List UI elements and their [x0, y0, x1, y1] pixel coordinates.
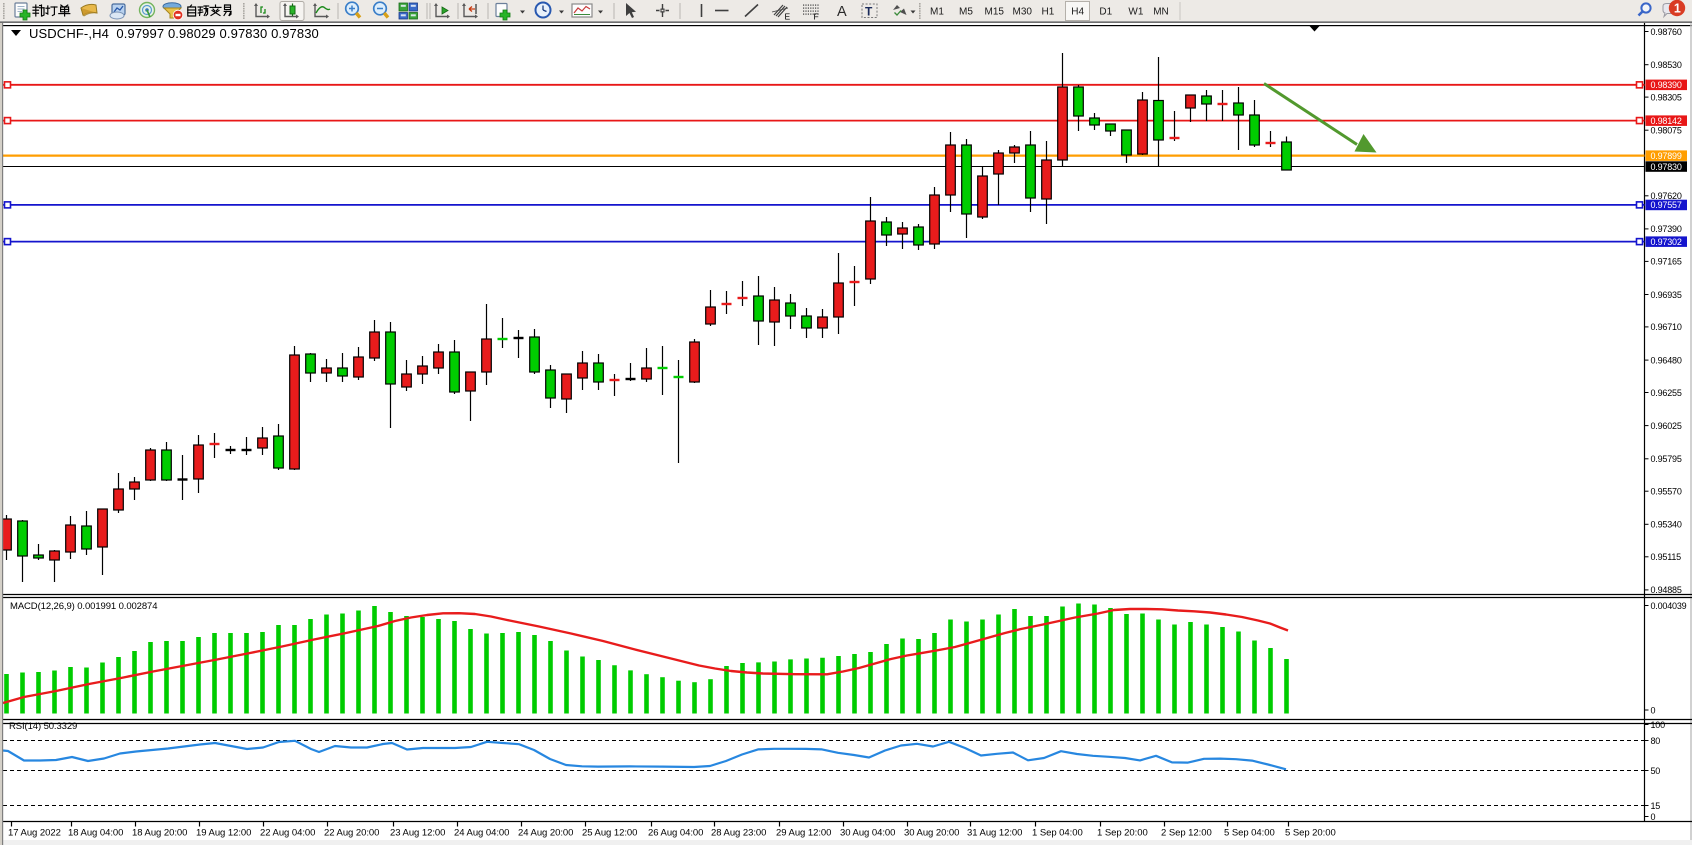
svg-text:M30: M30 [1013, 7, 1033, 18]
svg-text:0.96935: 0.96935 [1651, 290, 1682, 300]
svg-text:19 Aug 12:00: 19 Aug 12:00 [196, 827, 251, 838]
svg-text:5 Sep 20:00: 5 Sep 20:00 [1285, 827, 1336, 838]
svg-text:W1: W1 [1128, 7, 1143, 18]
svg-text:0.98075: 0.98075 [1651, 126, 1682, 136]
svg-text:0.97302: 0.97302 [1651, 237, 1682, 247]
svg-text:M5: M5 [959, 7, 973, 18]
svg-text:0: 0 [1651, 705, 1656, 715]
svg-text:30 Aug 04:00: 30 Aug 04:00 [840, 827, 895, 838]
svg-text:M1: M1 [930, 7, 944, 18]
svg-text:1 Sep 20:00: 1 Sep 20:00 [1097, 827, 1148, 838]
svg-text:1: 1 [1674, 2, 1681, 16]
svg-text:0.98142: 0.98142 [1651, 116, 1682, 126]
svg-text:0.97165: 0.97165 [1651, 257, 1682, 267]
svg-text:USDCHF-,H4 0.97997 0.98029 0.: USDCHF-,H4 0.97997 0.98029 0.97830 0.978… [29, 26, 319, 41]
svg-text:0.95570: 0.95570 [1651, 487, 1682, 497]
svg-text:0.96480: 0.96480 [1651, 355, 1682, 365]
svg-text:0.94885: 0.94885 [1651, 585, 1682, 595]
svg-text:0.98390: 0.98390 [1651, 80, 1682, 90]
svg-text:H1: H1 [1042, 7, 1055, 18]
svg-text:T: T [865, 5, 873, 19]
svg-text:F: F [814, 12, 819, 22]
svg-text:0.97830: 0.97830 [1651, 162, 1682, 172]
svg-text:0.004039: 0.004039 [1651, 601, 1687, 611]
svg-text:H4: H4 [1071, 7, 1084, 18]
svg-text:26 Aug 04:00: 26 Aug 04:00 [648, 827, 703, 838]
svg-text:0.95340: 0.95340 [1651, 520, 1682, 530]
svg-text:2 Sep 12:00: 2 Sep 12:00 [1161, 827, 1212, 838]
svg-text:31 Aug 12:00: 31 Aug 12:00 [967, 827, 1022, 838]
svg-text:M15: M15 [985, 7, 1005, 18]
svg-text:30 Aug 20:00: 30 Aug 20:00 [904, 827, 959, 838]
svg-text:24 Aug 04:00: 24 Aug 04:00 [454, 827, 509, 838]
svg-text:0.96710: 0.96710 [1651, 322, 1682, 332]
svg-text:18 Aug 04:00: 18 Aug 04:00 [68, 827, 123, 838]
svg-text:A: A [837, 4, 847, 20]
svg-text:28 Aug 23:00: 28 Aug 23:00 [711, 827, 766, 838]
svg-text:80: 80 [1651, 736, 1661, 746]
svg-text:25 Aug 12:00: 25 Aug 12:00 [582, 827, 637, 838]
svg-text:29 Aug 12:00: 29 Aug 12:00 [776, 827, 831, 838]
svg-text:50: 50 [1651, 766, 1661, 776]
svg-text:0.95795: 0.95795 [1651, 454, 1682, 464]
svg-text:0.98305: 0.98305 [1651, 92, 1682, 102]
svg-text:22 Aug 04:00: 22 Aug 04:00 [260, 827, 315, 838]
svg-text:MACD(12,26,9) 0.001991 0.00287: MACD(12,26,9) 0.001991 0.002874 [10, 601, 157, 612]
svg-text:0.97620: 0.97620 [1651, 191, 1682, 201]
svg-text:18 Aug 20:00: 18 Aug 20:00 [132, 827, 187, 838]
svg-text:0: 0 [1651, 812, 1656, 822]
svg-text:0.97390: 0.97390 [1651, 224, 1682, 234]
svg-text:0.98530: 0.98530 [1651, 60, 1682, 70]
svg-text:100: 100 [1651, 720, 1666, 730]
svg-text:22 Aug 20:00: 22 Aug 20:00 [324, 827, 379, 838]
svg-text:MN: MN [1153, 7, 1169, 18]
svg-text:0.96255: 0.96255 [1651, 388, 1682, 398]
svg-text:0.96025: 0.96025 [1651, 421, 1682, 431]
svg-text:24 Aug 20:00: 24 Aug 20:00 [518, 827, 573, 838]
svg-text:RSI(14) 50.3329: RSI(14) 50.3329 [9, 721, 77, 732]
svg-text:1 Sep 04:00: 1 Sep 04:00 [1032, 827, 1083, 838]
svg-text:E: E [785, 12, 791, 22]
svg-text:0.98760: 0.98760 [1651, 27, 1682, 37]
svg-text:23 Aug 12:00: 23 Aug 12:00 [390, 827, 445, 838]
svg-text:0.95115: 0.95115 [1651, 552, 1682, 562]
svg-text:0.97557: 0.97557 [1651, 200, 1682, 210]
svg-text:D1: D1 [1099, 7, 1112, 18]
svg-text:15: 15 [1651, 801, 1661, 811]
svg-text:5 Sep 04:00: 5 Sep 04:00 [1224, 827, 1275, 838]
svg-text:0.97899: 0.97899 [1651, 151, 1682, 161]
svg-text:17 Aug 2022: 17 Aug 2022 [8, 827, 61, 838]
